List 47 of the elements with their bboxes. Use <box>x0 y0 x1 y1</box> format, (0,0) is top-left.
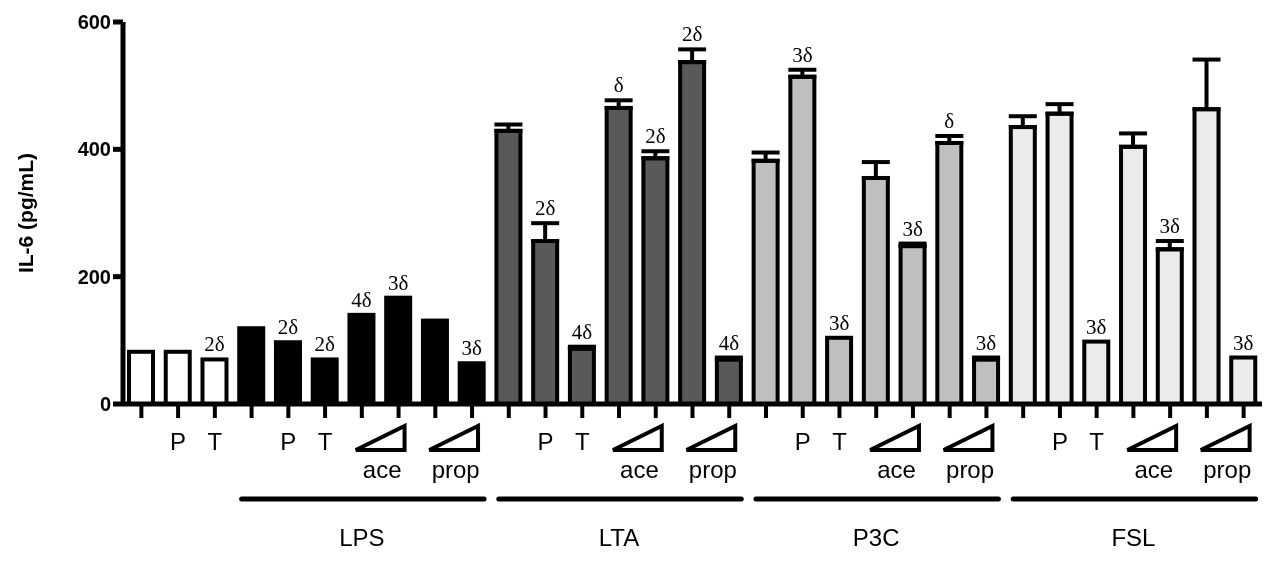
x-tick-label: P <box>280 428 297 455</box>
text: FSL <box>1111 524 1156 551</box>
y-tick-label: 400 <box>77 138 111 161</box>
x-tick-label: P <box>537 428 554 455</box>
text: LPS <box>339 524 385 551</box>
x-tick-label: P <box>794 428 811 455</box>
x-tick-label: T <box>1089 428 1105 455</box>
x-tick-label: P <box>170 428 187 455</box>
annotation: 3δ <box>828 310 850 335</box>
x-tick-label: T <box>832 428 848 455</box>
annotation: 3δ <box>1159 214 1181 239</box>
annotation: 2δ <box>314 332 336 357</box>
annotation: 2δ <box>645 124 666 149</box>
y-axis-title: IL-6 (pg/mL) <box>14 152 38 274</box>
text: prop <box>688 456 737 483</box>
annotation: 3δ <box>975 330 997 355</box>
text: P3C <box>852 524 900 551</box>
text: prop <box>1203 456 1252 483</box>
x-tick-label: T <box>317 428 333 455</box>
annotation: 4δ <box>351 287 372 312</box>
text: prop <box>431 456 480 483</box>
text: ace <box>1134 456 1174 483</box>
annotation: 3δ <box>792 42 813 67</box>
annotation: 3δ <box>1233 330 1254 355</box>
annotation: 2δ <box>534 196 556 221</box>
x-tick-label: T <box>207 428 223 455</box>
annotation: δ <box>944 108 955 133</box>
annotation: 3δ <box>387 270 409 295</box>
text: ace <box>877 456 916 483</box>
annotation: 3δ <box>461 336 482 361</box>
x-tick-label: P <box>1051 428 1068 455</box>
annotation: δ <box>613 73 624 98</box>
y-tick-label: 200 <box>77 265 111 288</box>
text: prop <box>946 456 995 483</box>
y-tick-label: 0 <box>99 393 111 416</box>
text: ace <box>620 456 659 483</box>
annotation: 2δ <box>277 315 299 340</box>
annotation: 4δ <box>718 330 740 355</box>
annotation: 3δ <box>902 216 923 241</box>
x-tick-label: T <box>574 428 590 455</box>
annotation: 3δ <box>1086 314 1107 339</box>
y-tick-label: 600 <box>77 11 111 34</box>
text: ace <box>362 456 402 483</box>
annotation: 4δ <box>571 319 593 344</box>
annotation: 2δ <box>204 332 225 357</box>
text: LTA <box>598 524 640 551</box>
annotation: 2δ <box>681 22 703 47</box>
